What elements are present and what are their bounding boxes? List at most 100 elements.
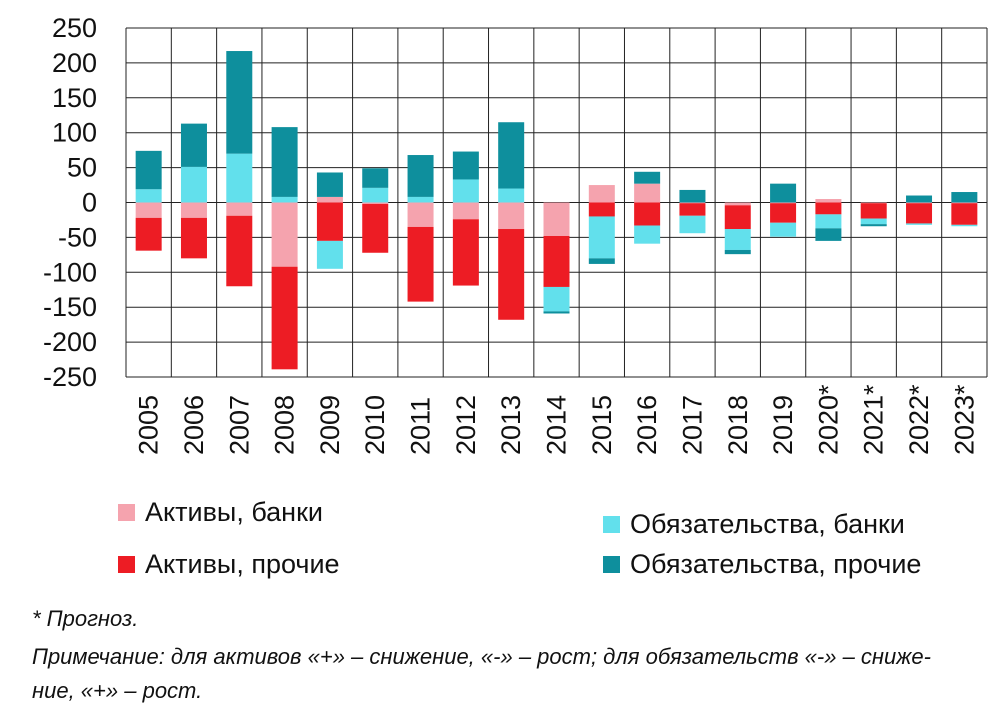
bar-segment-1-2017 bbox=[679, 202, 706, 204]
bar-segment-1-2019 bbox=[770, 202, 797, 204]
bar-segment-1-2006 bbox=[180, 202, 207, 218]
bar-segment-2-2016 bbox=[634, 202, 661, 226]
x-tick-label: 2019 bbox=[768, 395, 798, 455]
bar-segment-2-2009 bbox=[316, 202, 343, 241]
bar-segment-1-2012 bbox=[452, 202, 479, 220]
legend-label-assets-banks: Активы, банки bbox=[145, 497, 323, 527]
bar-segment-3-2013 bbox=[498, 188, 525, 203]
bar-segment-3-2010 bbox=[362, 187, 389, 203]
bar-segment-4-2009 bbox=[316, 172, 343, 197]
bar-segment-2-2008 bbox=[271, 266, 298, 370]
y-tick-label: 150 bbox=[52, 83, 97, 113]
bar-segment-4-2021f bbox=[860, 224, 887, 227]
x-tick-label: 2023* bbox=[949, 384, 979, 455]
remark-note-line2: ние, «+» – рост. bbox=[32, 678, 203, 703]
x-tick-label: 2005 bbox=[134, 395, 164, 455]
bar-segment-1-2023f bbox=[951, 202, 978, 204]
x-tick-label: 2018 bbox=[723, 395, 753, 455]
bar-segment-4-2022f bbox=[906, 195, 933, 203]
legend-swatch-assets-other bbox=[118, 556, 135, 573]
y-tick-label: 0 bbox=[82, 188, 97, 218]
bar-segment-2-2013 bbox=[498, 229, 525, 320]
x-tick-label: 2022* bbox=[904, 384, 934, 455]
y-tick-label: -150 bbox=[43, 292, 97, 322]
legend-swatch-liabilities-banks bbox=[603, 516, 620, 533]
bar-segment-1-2009 bbox=[316, 196, 343, 203]
bar-segment-2-2014 bbox=[543, 236, 570, 287]
bar-segment-2-2012 bbox=[452, 219, 479, 286]
bar-segment-2-2006 bbox=[180, 217, 207, 259]
bar-segment-3-2014 bbox=[543, 286, 570, 312]
bar-segment-3-2009 bbox=[316, 240, 343, 269]
bar-segment-3-2005 bbox=[135, 189, 162, 203]
bar-segment-1-2018 bbox=[724, 202, 751, 206]
bar-segment-2-2010 bbox=[362, 203, 389, 253]
x-tick-label: 2006 bbox=[179, 395, 209, 455]
bar-segment-4-2015 bbox=[588, 258, 615, 264]
bar-segment-4-2013 bbox=[498, 122, 525, 189]
bar-segment-4-2007 bbox=[226, 51, 253, 154]
legend-item-liabilities-banks: Обязательства, банки bbox=[603, 509, 905, 540]
bar-segment-2-2020f bbox=[815, 202, 842, 215]
y-tick-label: 100 bbox=[52, 118, 97, 148]
x-tick-label: 2012 bbox=[451, 395, 481, 455]
bar-segment-2-2022f bbox=[906, 203, 933, 224]
y-tick-label: 200 bbox=[52, 48, 97, 78]
y-tick-label: 50 bbox=[67, 153, 97, 183]
bar-segment-3-2017 bbox=[679, 215, 706, 234]
legend-swatch-liabilities-other bbox=[603, 556, 620, 573]
legend-label-assets-other: Активы, прочие bbox=[145, 549, 340, 579]
y-tick-label: -50 bbox=[58, 222, 97, 252]
legend-item-liabilities-other: Обязательства, прочие bbox=[603, 549, 921, 580]
x-tick-label: 2015 bbox=[587, 395, 617, 455]
bar-segment-3-2015 bbox=[588, 216, 615, 259]
bar-segment-1-2016 bbox=[634, 183, 661, 203]
bar-segment-3-2016 bbox=[634, 225, 661, 244]
bar-segment-3-2011 bbox=[407, 196, 434, 203]
y-tick-label: 250 bbox=[52, 13, 97, 43]
bar-segment-4-2011 bbox=[407, 155, 434, 197]
bar-segment-4-2018 bbox=[724, 249, 751, 255]
bar-segment-1-2010 bbox=[362, 202, 389, 204]
forecast-note: * Прогноз. bbox=[32, 606, 139, 631]
x-tick-label: 2021* bbox=[859, 384, 889, 455]
bar-segment-3-2012 bbox=[452, 179, 479, 203]
bar-segment-4-2008 bbox=[271, 127, 298, 197]
bar-segment-3-2019 bbox=[770, 222, 797, 237]
x-tick-label: 2017 bbox=[677, 395, 707, 455]
grid bbox=[125, 27, 988, 378]
x-tick-label: 2020* bbox=[813, 384, 843, 455]
bar-segment-3-2022f bbox=[906, 223, 933, 225]
bar-segment-1-2021f bbox=[860, 202, 887, 204]
bar-segment-2-2017 bbox=[679, 203, 706, 216]
bar-segment-4-2006 bbox=[180, 123, 207, 167]
x-tick-label: 2009 bbox=[315, 395, 345, 455]
legend-label-liabilities-other: Обязательства, прочие bbox=[630, 549, 922, 579]
legend-item-assets-other: Активы, прочие bbox=[118, 549, 340, 580]
remark-note-line1: Примечание: для активов «+» – снижение, … bbox=[32, 644, 931, 669]
bar-segment-2-2005 bbox=[135, 217, 162, 251]
legend-swatch-assets-banks bbox=[118, 504, 135, 521]
bar-segment-1-2008 bbox=[271, 202, 298, 267]
bar-segment-1-2013 bbox=[498, 202, 525, 230]
bar-segment-3-2006 bbox=[180, 166, 207, 203]
stacked-bar-chart: 250 200 150 100 50 0 -50 -100 -150 -200 -250 2005 20… bbox=[43, 13, 988, 455]
x-tick-label: 2010 bbox=[360, 395, 390, 455]
bar-segment-1-2014 bbox=[543, 202, 570, 237]
x-tick-label: 2016 bbox=[632, 395, 662, 455]
bar-segment-4-2016 bbox=[634, 171, 661, 184]
axes: 250 200 150 100 50 0 -50 -100 -150 -200 -250 2005 20… bbox=[43, 13, 979, 455]
bar-segment-2-2007 bbox=[226, 215, 253, 287]
bar-segment-3-2007 bbox=[226, 153, 253, 203]
bar-segment-4-2020f bbox=[815, 228, 842, 241]
bar-segment-2-2011 bbox=[407, 226, 434, 302]
bar-segment-3-2020f bbox=[815, 214, 842, 229]
bar-segment-3-2021f bbox=[860, 218, 887, 225]
x-tick-label: 2013 bbox=[496, 395, 526, 455]
bar-segment-2-2015 bbox=[588, 202, 615, 217]
bar-segment-1-2007 bbox=[226, 202, 253, 216]
bar-segment-4-2014 bbox=[543, 311, 570, 314]
x-tick-label: 2014 bbox=[542, 395, 572, 455]
legend-item-assets-banks: Активы, банки bbox=[118, 497, 323, 528]
y-tick-label: -250 bbox=[43, 362, 97, 392]
